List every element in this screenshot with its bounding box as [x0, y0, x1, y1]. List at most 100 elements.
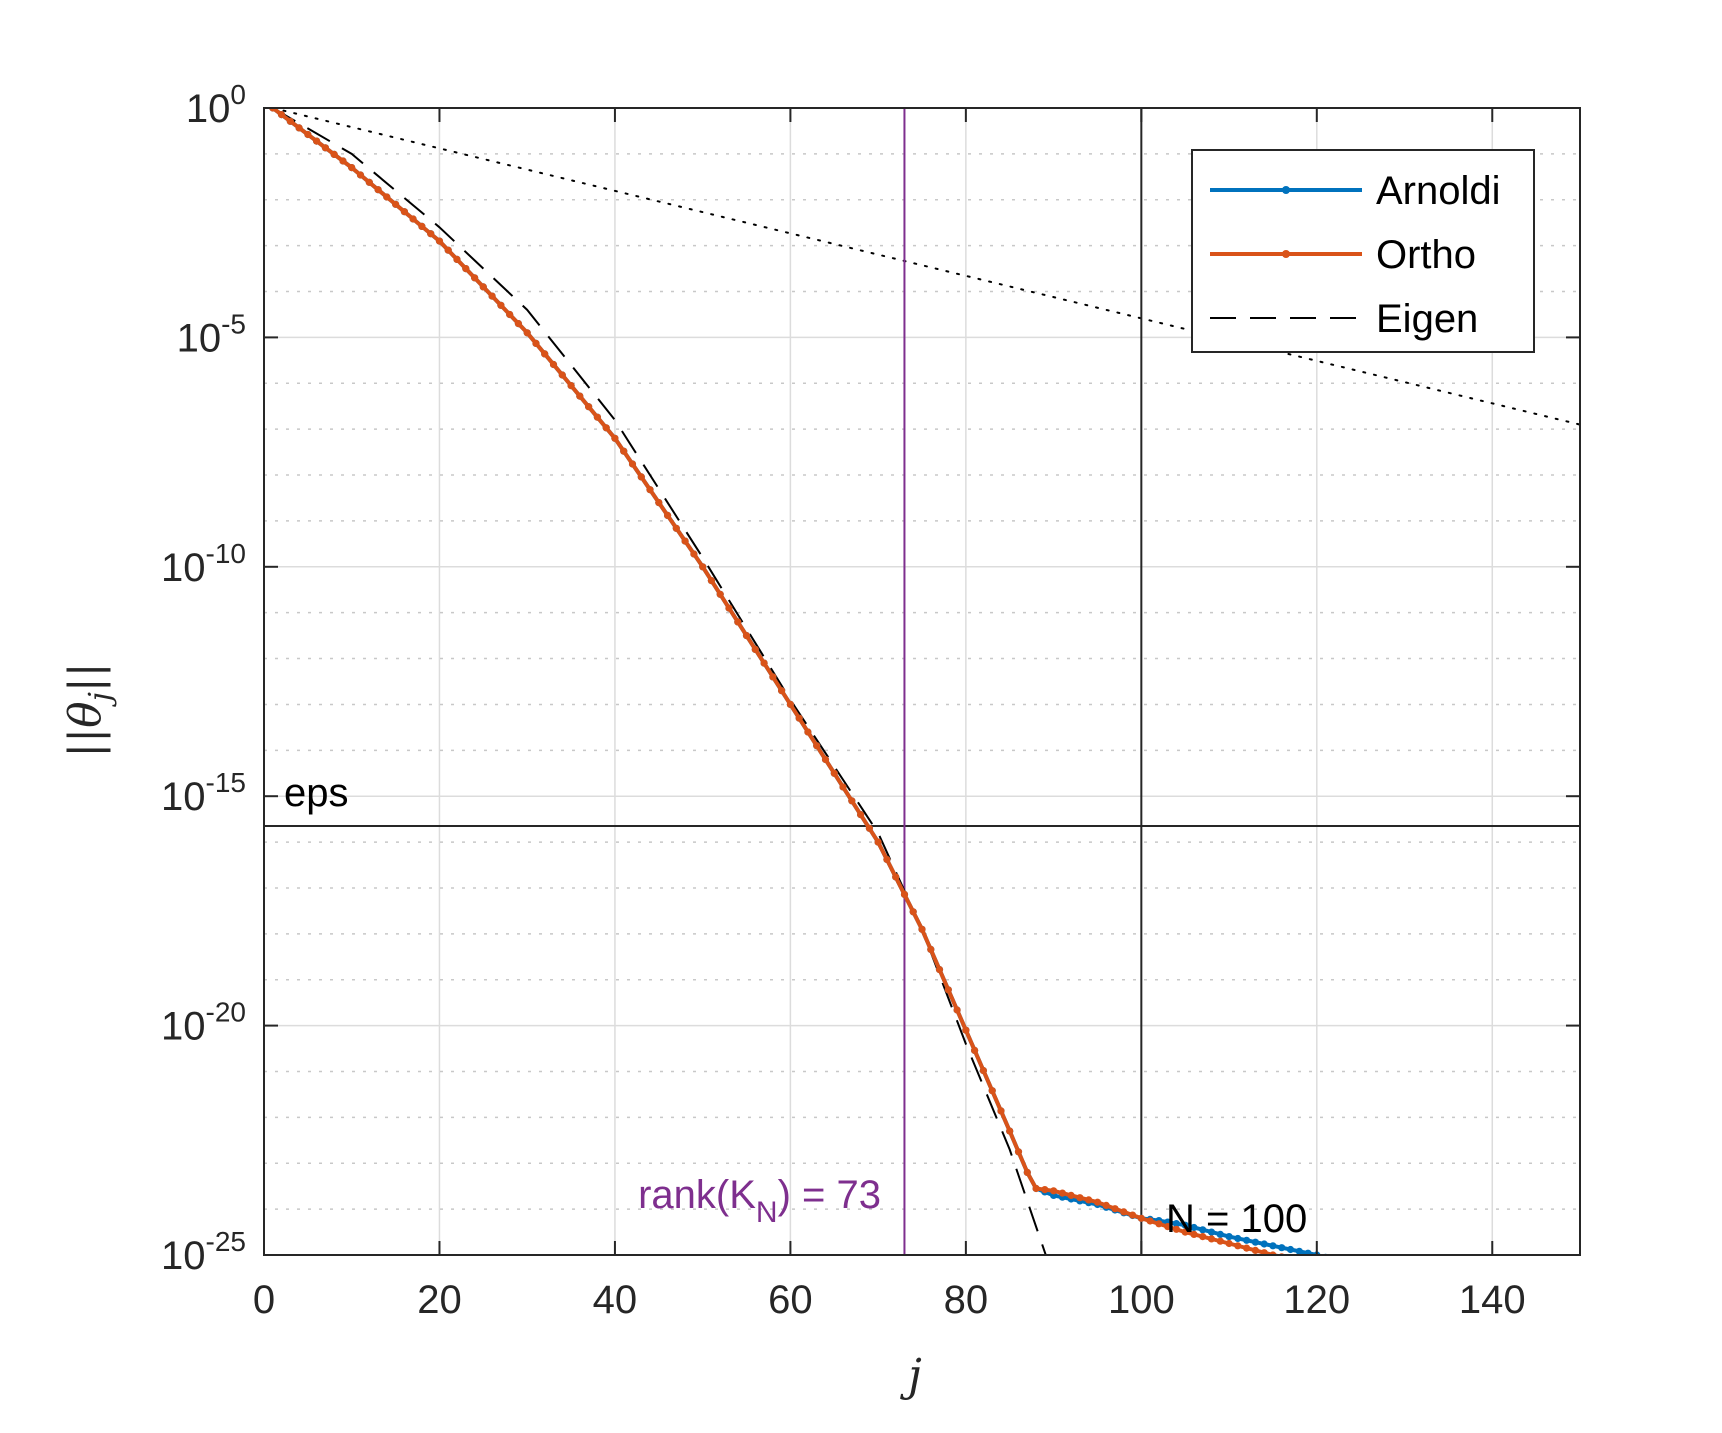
series-ortho-point [558, 371, 566, 379]
series-arnoldi-point [1295, 1247, 1303, 1255]
y-tick-base: 10 [161, 546, 206, 590]
series-ortho-point [848, 797, 856, 805]
series-ortho-point [857, 811, 865, 819]
series-ortho-point [716, 590, 724, 598]
series-ortho-point [427, 230, 435, 238]
series-arnoldi-point [1207, 1228, 1216, 1236]
series-ortho-point [900, 890, 909, 899]
series-ortho-point [1111, 1205, 1119, 1213]
series-ortho-point [356, 171, 365, 179]
series-ortho-point [725, 604, 733, 612]
series-ortho-point [330, 150, 338, 158]
series-ortho-point [997, 1107, 1005, 1115]
series-ortho-point [1093, 1198, 1102, 1206]
series-ortho-point [1014, 1148, 1023, 1156]
series-ortho-point [488, 292, 496, 300]
legend-label-arnoldi: Arnoldi [1376, 169, 1501, 213]
series-ortho-point [611, 434, 619, 442]
series-ortho-point [839, 783, 847, 791]
series-ortho-point [664, 511, 672, 519]
series-ortho-point [620, 447, 628, 455]
series-ortho-point [523, 329, 531, 337]
series-ortho-point [962, 1026, 970, 1034]
y-tick-base: 10 [161, 1234, 206, 1278]
rank-annotation: rank(KN) = 73 [638, 1173, 881, 1229]
series-ortho-point [409, 215, 417, 223]
y-tick-label: 10-25 [161, 1226, 246, 1278]
series-arnoldi-point [1190, 1223, 1198, 1232]
series-arnoldi-point [1225, 1233, 1233, 1241]
series-arnoldi-point [1251, 1238, 1259, 1246]
series-ortho-point [646, 486, 654, 494]
series-arnoldi-point [1234, 1234, 1242, 1243]
series-ortho-point [821, 755, 830, 764]
series-arnoldi-point [1304, 1249, 1312, 1255]
series-ortho-point [497, 301, 505, 309]
series-arnoldi-point [1172, 1220, 1180, 1228]
series-ortho-point [1260, 1249, 1268, 1255]
series-ortho-point [760, 659, 768, 667]
series-ortho-point [541, 350, 549, 358]
series-ortho-point [532, 339, 540, 347]
series-ortho-point [734, 618, 742, 626]
y-tick-base: 10 [161, 1005, 206, 1049]
series-ortho-point [295, 124, 303, 132]
series-ortho-point [365, 178, 373, 186]
x-tick-label: 100 [1108, 1278, 1175, 1322]
series-ortho-point [1199, 1233, 1207, 1241]
series-ortho-point [392, 200, 400, 208]
y-tick-exponent: -10 [206, 538, 246, 569]
x-tick-label: 60 [768, 1278, 813, 1322]
y-tick-label: 100 [186, 79, 246, 131]
y-tick-label: 10-20 [161, 997, 246, 1049]
series-ortho-point [918, 925, 926, 933]
series-ortho-point [383, 193, 391, 201]
series-ortho-point [1129, 1211, 1137, 1219]
series-ortho-point [909, 908, 917, 916]
x-tick-label: 20 [417, 1278, 462, 1322]
x-tick-label: 140 [1459, 1278, 1526, 1322]
series-ortho-point [699, 563, 707, 571]
series-ortho-point [1067, 1191, 1075, 1199]
x-tick-label: 120 [1283, 1278, 1350, 1322]
series-ortho-point [979, 1067, 988, 1075]
series-ortho-point [690, 550, 698, 558]
series-ortho-point [576, 392, 584, 400]
y-axis-label-symbol: θ [60, 701, 111, 728]
y-tick-exponent: -25 [206, 1226, 246, 1257]
series-ortho-point [471, 274, 479, 282]
rank-annotation-suffix: ) = 73 [778, 1173, 881, 1217]
legend-marker-ortho [1282, 250, 1290, 258]
series-ortho-point [707, 577, 716, 585]
series-arnoldi-point [1278, 1244, 1286, 1252]
x-tick-label: 0 [253, 1278, 275, 1322]
series-ortho-point [655, 499, 663, 507]
y-tick-label: 10-10 [161, 538, 246, 590]
legend-label-ortho: Ortho [1376, 233, 1476, 277]
series-ortho-point [742, 632, 751, 640]
series-ortho-point [585, 403, 593, 411]
series-ortho-point [1207, 1235, 1216, 1243]
eps-annotation: eps [284, 771, 349, 815]
series-ortho-point [1216, 1237, 1224, 1245]
series-ortho-point [453, 255, 461, 263]
series-ortho-point [1058, 1189, 1066, 1197]
series-arnoldi-point [1243, 1236, 1251, 1244]
series-ortho-point [506, 310, 514, 319]
series-ortho-point [865, 824, 874, 832]
y-tick-exponent: -15 [206, 767, 246, 798]
series-ortho-point [304, 130, 312, 139]
annotations: eps rank(KN) = 73 N = 100 [284, 771, 1307, 1241]
series-ortho-point [549, 360, 558, 369]
legend-box [1191, 149, 1535, 353]
x-tick-label: 40 [593, 1278, 638, 1322]
dotted-reference-line [271, 107, 1581, 426]
series-ortho-point [637, 473, 645, 481]
series-ortho-point [874, 838, 882, 846]
series-ortho-point [795, 714, 803, 722]
y-tick-base: 10 [177, 316, 222, 360]
series-ortho-point [813, 742, 821, 750]
series-arnoldi-point [1181, 1221, 1189, 1229]
n-annotation: N = 100 [1166, 1197, 1307, 1241]
series-ortho-point [321, 144, 329, 152]
